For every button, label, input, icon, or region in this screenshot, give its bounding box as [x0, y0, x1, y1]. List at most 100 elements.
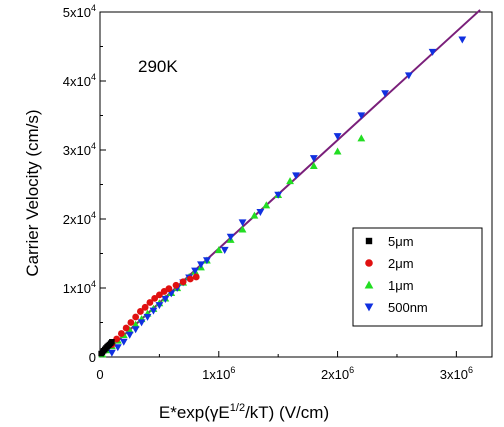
data-point	[125, 326, 134, 334]
y-tick-label: 5x104	[63, 3, 96, 20]
x-tick-exponent: 6	[349, 365, 354, 375]
data-point	[131, 320, 140, 328]
data-point	[220, 246, 229, 254]
data-point	[113, 344, 122, 352]
data-point	[202, 257, 211, 265]
data-point	[151, 294, 159, 302]
y-tick-label: 0	[89, 350, 96, 365]
data-point	[109, 339, 115, 345]
data-point	[286, 177, 294, 185]
legend-marker	[365, 237, 373, 245]
data-point	[125, 331, 134, 339]
data-point	[256, 208, 265, 217]
y-tick-mantissa: 2x10	[63, 212, 91, 227]
x-axis-title-exponent: 1/2	[230, 402, 245, 414]
temperature-annotation: 290K	[138, 57, 178, 76]
data-point	[149, 307, 158, 315]
x-tick-mantissa: 1x10	[202, 367, 230, 382]
data-point	[192, 273, 200, 281]
data-point	[262, 201, 271, 209]
series-triangle-up	[98, 134, 366, 358]
y-tick-label: 1x104	[63, 279, 96, 296]
data-point	[132, 313, 140, 321]
y-tick-mantissa: 1x10	[63, 281, 91, 296]
data-point	[155, 291, 163, 299]
x-axis-title-e: E	[218, 403, 229, 422]
x-axis-title-gamma: γ	[210, 403, 219, 422]
data-point	[357, 112, 366, 120]
x-tick-label: 1x106	[202, 365, 235, 382]
x-axis-title: E*exp(γE1/2/kT) (V/cm)	[159, 402, 329, 422]
data-point	[357, 134, 366, 142]
y-tick-mantissa: 3x10	[63, 143, 91, 158]
data-point	[238, 225, 247, 233]
data-point	[127, 319, 135, 326]
x-tick-exponent: 6	[468, 365, 473, 375]
legend-label: 2μm	[388, 256, 414, 271]
data-point	[141, 303, 149, 311]
data-point	[191, 267, 199, 275]
data-point	[226, 233, 235, 241]
data-point	[309, 155, 318, 163]
y-tick-label: 3x104	[63, 141, 96, 158]
data-point	[155, 302, 164, 310]
legend-label: 5μm	[388, 234, 414, 249]
data-point	[179, 278, 187, 286]
x-tick-mantissa: 0	[96, 367, 103, 382]
x-tick-label: 0	[96, 367, 103, 382]
data-point	[143, 313, 152, 321]
data-point	[197, 261, 205, 269]
data-point	[146, 299, 154, 306]
x-tick-mantissa: 3x10	[440, 367, 468, 382]
y-tick-label: 2x104	[63, 210, 96, 227]
x-tick-label: 2x106	[321, 365, 354, 382]
data-point	[161, 295, 170, 303]
x-axis-title-prefix: E*exp(	[159, 403, 210, 422]
x-tick-exponent: 6	[230, 365, 235, 375]
x-tick-label: 3x106	[440, 365, 473, 382]
y-tick-mantissa: 4x10	[63, 74, 91, 89]
data-point	[292, 172, 300, 180]
y-tick-exponent: 4	[91, 210, 96, 220]
legend-box	[352, 227, 483, 327]
data-point	[165, 285, 173, 293]
y-axis-title: Carrier Velocity (cm/s)	[23, 109, 42, 276]
data-point	[404, 72, 413, 80]
y-tick-exponent: 4	[91, 72, 96, 82]
legend: 5μm 2μm 1μm 500nm	[352, 227, 483, 327]
data-point	[122, 324, 130, 332]
data-point	[186, 275, 194, 283]
markers-layer	[98, 36, 467, 358]
data-point	[238, 219, 247, 227]
data-point	[119, 338, 128, 346]
y-tick-mantissa: 0	[89, 350, 96, 365]
y-tick-exponent: 4	[91, 141, 96, 151]
y-tick-exponent: 4	[91, 3, 96, 13]
data-point	[172, 281, 180, 289]
legend-label: 500nm	[388, 300, 428, 315]
data-point	[309, 161, 318, 169]
x-axis: 0 1x106 2x106 3x106	[96, 351, 473, 382]
y-tick-label: 4x104	[63, 72, 96, 89]
data-point	[117, 330, 125, 337]
data-point	[167, 290, 176, 298]
x-axis-title-suffix: /kT) (V/cm)	[245, 403, 329, 422]
y-tick-exponent: 4	[91, 279, 96, 289]
data-point	[274, 191, 283, 199]
data-point	[214, 246, 223, 254]
data-point	[458, 36, 467, 44]
data-point	[131, 326, 140, 334]
data-point	[333, 133, 342, 141]
x-tick-mantissa: 2x10	[321, 367, 349, 382]
data-point	[137, 319, 146, 327]
data-point	[136, 308, 144, 315]
data-point	[113, 335, 121, 343]
data-point	[250, 211, 259, 219]
data-point	[333, 147, 342, 155]
data-point	[428, 48, 437, 56]
legend-marker	[364, 303, 374, 312]
series-circle	[108, 273, 200, 348]
y-tick-mantissa: 5x10	[63, 5, 91, 20]
